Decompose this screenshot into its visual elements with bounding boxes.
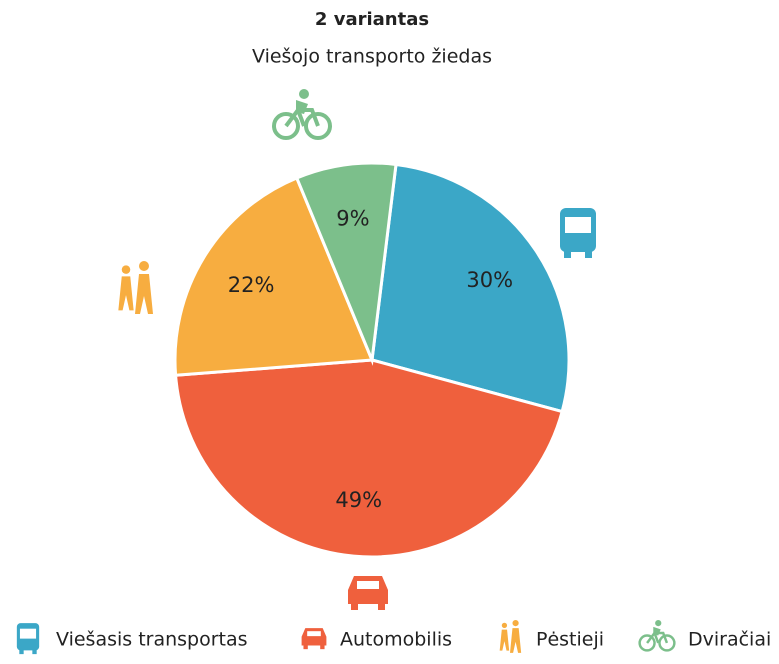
car-body bbox=[348, 576, 388, 604]
pie-slice bbox=[370, 162, 571, 414]
walker-head bbox=[501, 622, 508, 628]
walker-head bbox=[121, 265, 131, 274]
chart-title: 2 variantas bbox=[315, 9, 429, 30]
bus-wheel bbox=[19, 649, 24, 655]
pie-slice bbox=[173, 175, 375, 377]
slice-icon bbox=[272, 89, 332, 140]
slice-label: 22% bbox=[228, 273, 275, 297]
legend-label: Viešasis transportas bbox=[56, 629, 248, 651]
bus-window bbox=[565, 217, 591, 233]
legend-icon bbox=[16, 623, 40, 655]
legend-icon bbox=[499, 620, 522, 653]
pie-slice bbox=[294, 161, 398, 366]
bus-wheel bbox=[564, 250, 571, 258]
legend-label: Pėstieji bbox=[536, 629, 604, 651]
slice-icon bbox=[118, 261, 153, 314]
chart-subtitle: Viešojo transporto žiedas bbox=[252, 46, 492, 68]
car-wheel bbox=[303, 644, 308, 650]
walker-body bbox=[118, 276, 134, 311]
bus-wheel bbox=[585, 250, 592, 258]
legend-label: Dviračiai bbox=[688, 629, 771, 651]
car-wheel bbox=[378, 602, 385, 610]
walker-body bbox=[510, 628, 522, 653]
rider-body bbox=[296, 100, 308, 114]
slice-label: 30% bbox=[466, 268, 513, 292]
bus-wheel bbox=[32, 649, 37, 655]
legend-label: Automobilis bbox=[340, 629, 452, 651]
slice-label: 49% bbox=[335, 488, 382, 512]
car-window bbox=[307, 631, 321, 637]
rider-head bbox=[299, 89, 309, 99]
slice-icon bbox=[560, 208, 596, 258]
legend-icon bbox=[301, 628, 327, 650]
bike-wheel bbox=[272, 112, 300, 140]
slice-icon bbox=[348, 576, 388, 610]
bike-wheel bbox=[658, 634, 676, 652]
walker-body bbox=[499, 629, 510, 651]
legend-icon bbox=[638, 620, 676, 652]
slice-label: 9% bbox=[336, 206, 369, 230]
rider-head bbox=[655, 620, 662, 627]
rider-body bbox=[653, 626, 661, 636]
walker-body bbox=[135, 274, 153, 314]
car-window bbox=[357, 581, 379, 589]
car-wheel bbox=[351, 602, 358, 610]
pie-slice bbox=[173, 358, 564, 559]
car-wheel bbox=[320, 644, 325, 650]
bike-wheel bbox=[304, 112, 332, 140]
walker-head bbox=[139, 261, 149, 271]
bus-window bbox=[19, 628, 37, 639]
car-body bbox=[301, 628, 327, 646]
walker-head bbox=[512, 620, 519, 627]
bike-wheel bbox=[638, 634, 656, 652]
